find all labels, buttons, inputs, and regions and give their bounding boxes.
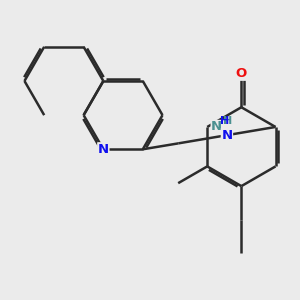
Text: N: N bbox=[211, 121, 222, 134]
Text: H: H bbox=[220, 116, 230, 126]
Text: N: N bbox=[98, 143, 109, 156]
Text: N: N bbox=[221, 129, 233, 142]
Text: O: O bbox=[236, 67, 247, 80]
Text: H: H bbox=[223, 116, 232, 126]
